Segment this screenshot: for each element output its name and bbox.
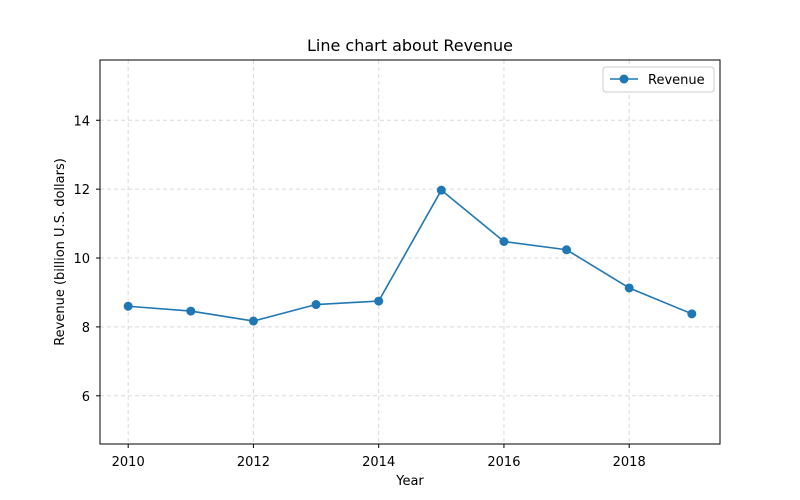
data-point-2012[interactable] — [248, 316, 258, 326]
legend-label: Revenue — [648, 73, 705, 88]
legend-box — [602, 66, 715, 93]
data-point-2015[interactable] — [436, 185, 446, 195]
series-layer — [123, 185, 697, 326]
y-tick-label: 8 — [82, 321, 90, 336]
data-point-2010[interactable] — [123, 301, 133, 311]
y-tick-label: 6 — [82, 390, 90, 405]
y-tick-label: 12 — [73, 183, 90, 198]
y-tick-label: 10 — [73, 252, 90, 267]
x-tick-label: 2014 — [362, 455, 395, 470]
series-line-revenue — [128, 189, 693, 322]
x-tick-label: 2016 — [487, 455, 520, 470]
data-point-2018[interactable] — [624, 283, 634, 293]
data-point-2014[interactable] — [374, 296, 384, 306]
data-point-2016[interactable] — [499, 236, 509, 246]
x-tick-label: 2018 — [613, 455, 646, 470]
chart-title: Line chart about Revenue — [307, 36, 513, 55]
data-point-2011[interactable] — [186, 306, 196, 316]
x-tick-label: 2012 — [237, 455, 270, 470]
x-axis-label: Year — [395, 474, 424, 489]
legend-marker-swatch — [619, 74, 629, 84]
data-point-2013[interactable] — [311, 300, 321, 310]
y-axis-label: Revenue (billion U.S. dollars) — [53, 158, 68, 346]
y-tick-label: 14 — [73, 114, 90, 129]
grid — [100, 60, 720, 444]
plot-frame — [99, 59, 721, 445]
data-point-2019[interactable] — [687, 309, 697, 319]
legend[interactable]: Revenue — [602, 66, 715, 93]
x-tick-label: 2010 — [112, 455, 145, 470]
data-point-2017[interactable] — [562, 245, 572, 255]
axis-ticks: 2010 2012 2014 2016 2018 6 8 10 12 14 — [73, 114, 645, 470]
